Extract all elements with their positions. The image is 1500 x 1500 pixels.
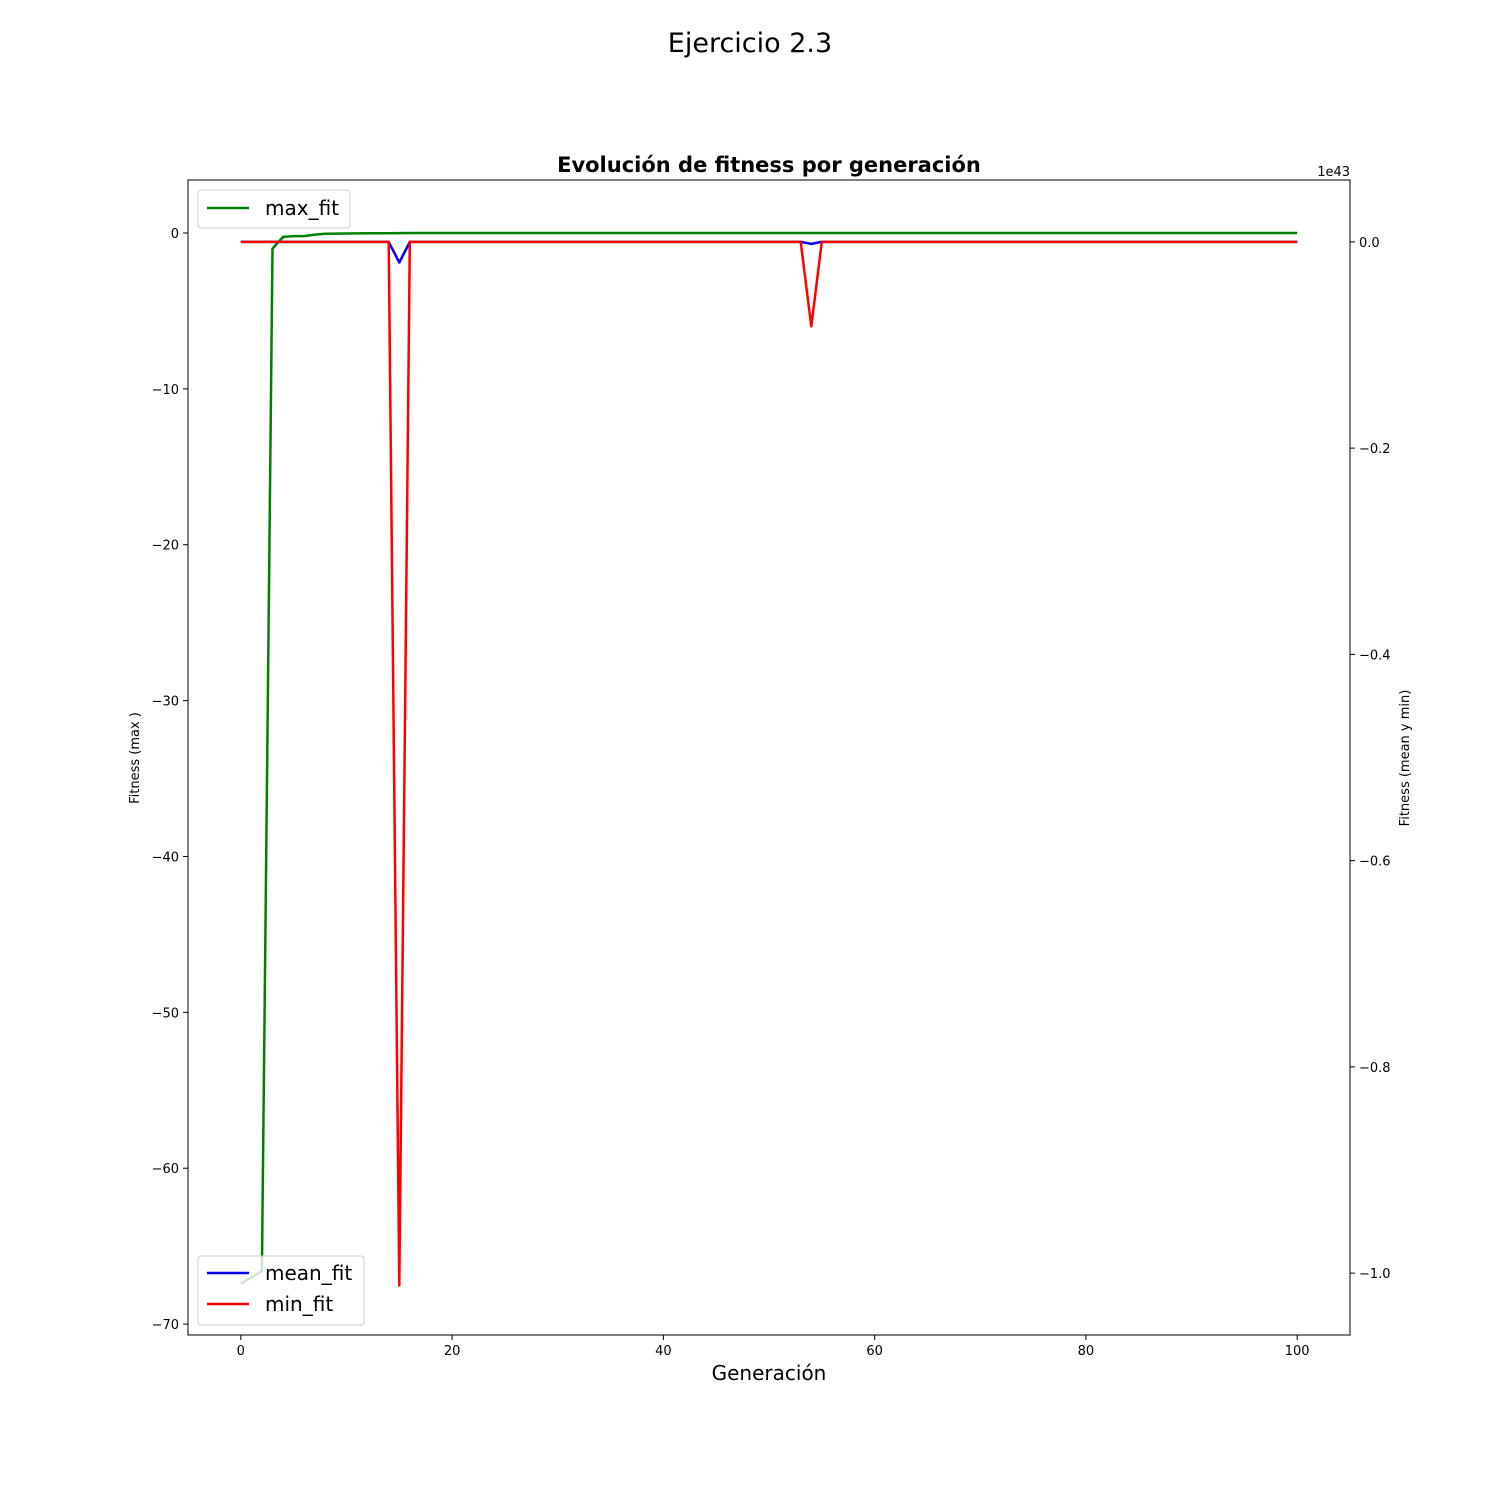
left-y-axis-label: Fitness (max ) bbox=[128, 712, 143, 804]
left-y-axis-ticks: 0 −10 −20 −30 −40 −50 −60 −70 bbox=[152, 227, 188, 1333]
legend-max: max_fit bbox=[197, 189, 351, 229]
right-y-axis-ticks: 0.0 −0.2 −0.4 −0.6 −0.8 −1.0 bbox=[1350, 236, 1391, 1282]
x-tick-label: 40 bbox=[655, 1344, 672, 1359]
legend-max-box bbox=[197, 189, 351, 229]
right-y-tick-label: −0.6 bbox=[1359, 855, 1391, 870]
right-y-tick-label: −0.4 bbox=[1359, 648, 1391, 663]
right-y-tick-label: 0.0 bbox=[1359, 236, 1380, 251]
left-y-tick-label: −40 bbox=[152, 850, 179, 865]
x-axis-label: Generación bbox=[712, 1361, 827, 1385]
series-line-mean-fit bbox=[240, 240, 1298, 264]
x-tick-label: 0 bbox=[237, 1344, 245, 1359]
right-y-axis-label: Fitness (mean y min) bbox=[1398, 690, 1413, 827]
chart-title: Evolución de fitness por generación bbox=[557, 153, 981, 177]
x-tick-label: 20 bbox=[444, 1344, 461, 1359]
left-y-tick-label: −60 bbox=[152, 1162, 179, 1177]
left-y-tick-label: 0 bbox=[171, 227, 179, 242]
right-y-tick-label: −1.0 bbox=[1359, 1267, 1391, 1282]
series-line-min-fit bbox=[240, 240, 1298, 1287]
right-axis-offset-text: 1e43 bbox=[1317, 165, 1350, 180]
series-line-max-fit bbox=[240, 231, 1298, 1285]
legend-label-min-fit: min_fit bbox=[265, 1292, 333, 1316]
left-y-tick-label: −30 bbox=[152, 695, 179, 710]
right-y-tick-label: −0.2 bbox=[1359, 442, 1391, 457]
x-tick-label: 80 bbox=[1078, 1344, 1095, 1359]
legend-mean-min: mean_fit min_fit bbox=[197, 1255, 365, 1326]
left-y-tick-label: −10 bbox=[152, 383, 179, 398]
x-tick-label: 60 bbox=[866, 1344, 883, 1359]
left-y-tick-label: −70 bbox=[152, 1318, 179, 1333]
figure-title: Ejercicio 2.3 bbox=[668, 28, 832, 59]
left-y-tick-label: −20 bbox=[152, 539, 179, 554]
left-y-tick-label: −50 bbox=[152, 1006, 179, 1021]
x-axis-ticks: 0 20 40 60 80 100 bbox=[237, 1335, 1310, 1359]
right-y-tick-label: −0.8 bbox=[1359, 1061, 1391, 1076]
legend-label-mean-fit: mean_fit bbox=[265, 1261, 352, 1285]
x-tick-label: 100 bbox=[1285, 1344, 1310, 1359]
series-layer bbox=[240, 231, 1298, 1287]
plot-area-frame bbox=[187, 179, 1351, 1336]
legend-label-max-fit: max_fit bbox=[265, 196, 339, 220]
